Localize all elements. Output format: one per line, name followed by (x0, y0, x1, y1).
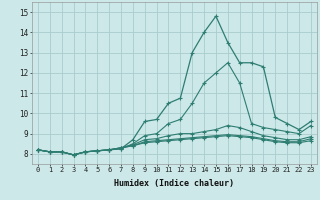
X-axis label: Humidex (Indice chaleur): Humidex (Indice chaleur) (115, 179, 234, 188)
